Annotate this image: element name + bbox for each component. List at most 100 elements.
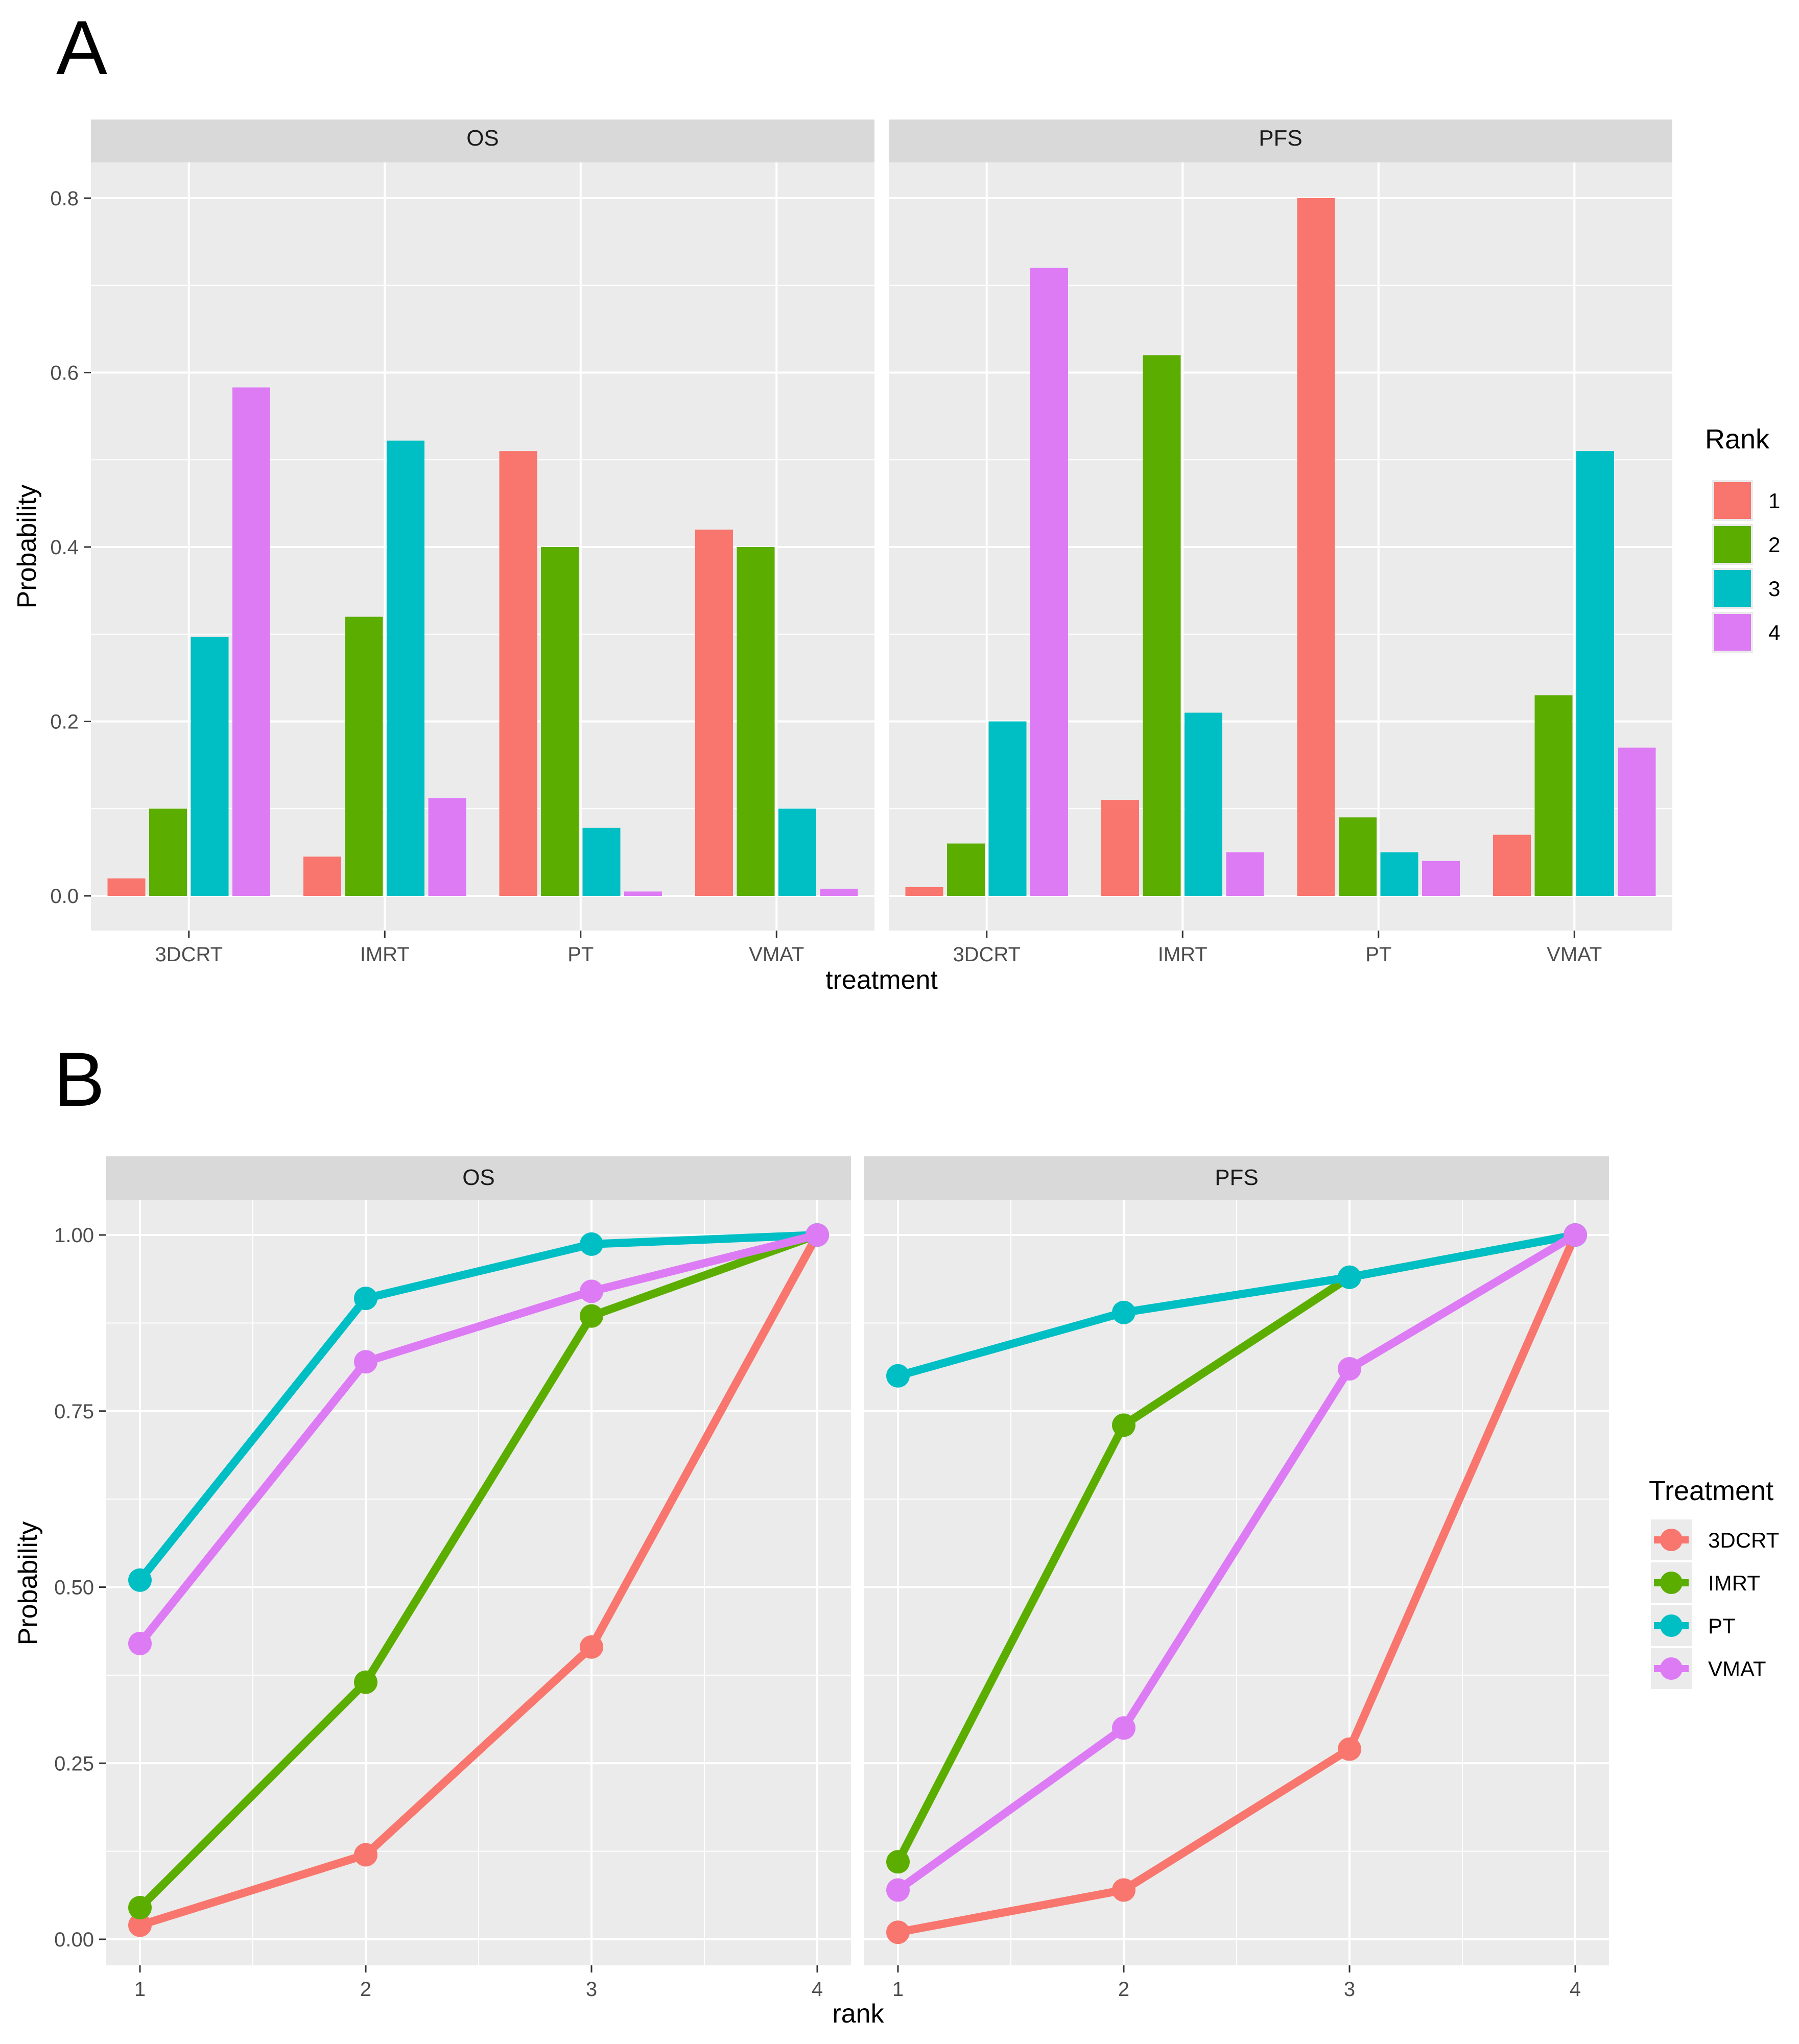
point-os-3dcrt-rank-2 bbox=[354, 1843, 377, 1867]
legend-label-rank-4: 4 bbox=[1768, 621, 1780, 645]
bar-pfs-3dcrt-rank-4 bbox=[1030, 268, 1068, 896]
point-os-3dcrt-rank-1 bbox=[128, 1913, 152, 1937]
legend-label-rank-2: 2 bbox=[1768, 533, 1780, 557]
x-axis-title-a: treatment bbox=[825, 965, 938, 995]
bar-os-vmat-rank-1 bbox=[695, 529, 733, 896]
legend-label-3dcrt: 3DCRT bbox=[1708, 1528, 1779, 1552]
bar-os-pt-rank-2 bbox=[541, 547, 579, 896]
chart-a-rank-probability-bars: OS 3DCRT IMRT PT VMAT 0.0 0.2 0.4 0.6 0.8 PFS 3DCRT… bbox=[12, 120, 1672, 995]
legend-swatch-rank-2 bbox=[1714, 526, 1751, 563]
y-axis-title-b: Probability bbox=[13, 1522, 43, 1646]
legend-swatch-rank-3 bbox=[1714, 570, 1751, 607]
panel-a-letter: A bbox=[56, 5, 107, 90]
point-os-3dcrt-rank-3 bbox=[580, 1635, 603, 1659]
bar-pfs-imrt-rank-3 bbox=[1185, 712, 1222, 896]
point-os-pt-rank-3 bbox=[580, 1232, 603, 1256]
y-tick-label: 0.6 bbox=[50, 362, 79, 385]
point-pfs-3dcrt-rank-1 bbox=[886, 1920, 910, 1944]
point-pfs-imrt-rank-2 bbox=[1112, 1413, 1135, 1437]
bar-pfs-imrt-rank-2 bbox=[1143, 355, 1181, 896]
bar-pfs-imrt-rank-1 bbox=[1101, 800, 1139, 896]
legend-label-rank-1: 1 bbox=[1768, 489, 1780, 513]
point-pfs-pt-rank-1 bbox=[886, 1364, 910, 1388]
bar-pfs-pt-rank-2 bbox=[1339, 817, 1377, 896]
bar-os-vmat-rank-3 bbox=[778, 809, 816, 896]
x-tick-label-imrt: IMRT bbox=[1158, 943, 1208, 966]
x-tick-label-rank-1: 1 bbox=[892, 1978, 904, 2001]
strip-label-b-os: OS bbox=[462, 1165, 495, 1190]
x-tick-label-imrt: IMRT bbox=[360, 943, 410, 966]
line-pfs-vmat bbox=[894, 1231, 1579, 1894]
facet-b-os: OS 1 2 3 4 0.00 0.25 0.50 0.75 1.00 bbox=[54, 1156, 851, 2001]
point-pfs-vmat-rank-3 bbox=[1338, 1357, 1361, 1381]
y-axis-title-a: Probability bbox=[12, 485, 42, 609]
point-os-vmat-rank-1 bbox=[128, 1631, 152, 1655]
x-tick-label-3dcrt: 3DCRT bbox=[953, 943, 1021, 966]
panel-b-letter: B bbox=[54, 1036, 105, 1122]
strip-background bbox=[889, 120, 1672, 162]
bar-os-3dcrt-rank-2 bbox=[149, 809, 187, 896]
bar-pfs-imrt-rank-4 bbox=[1226, 852, 1264, 896]
strip-label-pfs: PFS bbox=[1259, 126, 1303, 151]
bar-os-3dcrt-rank-3 bbox=[191, 636, 229, 896]
bar-pfs-pt-rank-3 bbox=[1380, 852, 1418, 896]
bar-pfs-vmat-rank-4 bbox=[1618, 747, 1656, 896]
bar-pfs-vmat-rank-3 bbox=[1576, 451, 1614, 896]
legend-title-treatment: Treatment bbox=[1649, 1476, 1773, 1506]
point-pfs-pt-rank-2 bbox=[1112, 1300, 1135, 1324]
x-tick-label-rank-1: 1 bbox=[134, 1978, 146, 2001]
legend-title-rank: Rank bbox=[1705, 424, 1770, 455]
bar-os-pt-rank-3 bbox=[582, 827, 621, 896]
bar-pfs-pt-rank-1 bbox=[1297, 198, 1335, 896]
x-tick-label-vmat: VMAT bbox=[749, 943, 804, 966]
legend-point-imrt bbox=[1660, 1572, 1683, 1594]
line-pfs-pt bbox=[894, 1231, 1579, 1380]
y-tick-label: 0.75 bbox=[54, 1400, 94, 1423]
chart-b-cumulative-rank-lines: OS 1 2 3 4 0.00 0.25 0.50 0.75 1.00 PFS 1 2 3 4 rank Pro… bbox=[13, 1156, 1609, 2029]
point-pfs-pt-rank-3 bbox=[1338, 1265, 1361, 1289]
bar-pfs-vmat-rank-2 bbox=[1534, 695, 1573, 896]
legend-point-pt bbox=[1660, 1614, 1683, 1637]
legend-label-vmat: VMAT bbox=[1708, 1657, 1766, 1681]
x-tick-label-3dcrt: 3DCRT bbox=[155, 943, 223, 966]
bar-os-pt-rank-4 bbox=[624, 891, 662, 896]
y-tick-label: 0.2 bbox=[50, 711, 79, 733]
bar-os-3dcrt-rank-1 bbox=[107, 878, 146, 896]
strip-background bbox=[864, 1156, 1609, 1200]
x-tick-label-pt: PT bbox=[1365, 943, 1391, 966]
legend-treatment: Treatment 3DCRT IMRT PT VMAT bbox=[1649, 1476, 1779, 1689]
legend-swatch-rank-4 bbox=[1714, 614, 1751, 651]
y-tick-label: 0.0 bbox=[50, 885, 79, 908]
legend-swatch-rank-1 bbox=[1714, 482, 1751, 519]
legend-label-rank-3: 3 bbox=[1768, 577, 1780, 601]
strip-background bbox=[91, 120, 874, 162]
legend-point-vmat bbox=[1660, 1657, 1683, 1680]
y-tick-label: 0.00 bbox=[54, 1929, 94, 1951]
line-os-pt bbox=[136, 1231, 821, 1584]
legend-rank: Rank 1 2 3 4 bbox=[1705, 424, 1780, 653]
bar-pfs-3dcrt-rank-2 bbox=[947, 843, 985, 896]
bar-pfs-3dcrt-rank-3 bbox=[988, 721, 1027, 896]
point-pfs-vmat-rank-4 bbox=[1564, 1223, 1587, 1247]
point-os-imrt-rank-1 bbox=[128, 1895, 152, 1919]
point-pfs-imrt-rank-1 bbox=[886, 1850, 910, 1874]
bar-pfs-pt-rank-4 bbox=[1422, 861, 1460, 896]
point-pfs-3dcrt-rank-3 bbox=[1338, 1737, 1361, 1761]
line-os-3dcrt bbox=[136, 1231, 821, 1930]
x-tick-label-rank-4: 4 bbox=[1570, 1978, 1581, 2001]
x-axis-title-b: rank bbox=[832, 1999, 884, 2029]
y-tick-label: 0.50 bbox=[54, 1577, 94, 1599]
x-tick-label-pt: PT bbox=[567, 943, 594, 966]
point-os-vmat-rank-2 bbox=[354, 1350, 377, 1374]
y-tick-label: 0.8 bbox=[50, 187, 79, 210]
point-os-pt-rank-2 bbox=[354, 1287, 377, 1311]
point-os-vmat-rank-4 bbox=[806, 1223, 829, 1247]
point-os-vmat-rank-3 bbox=[580, 1279, 603, 1303]
line-os-imrt bbox=[136, 1231, 821, 1912]
line-pfs-3dcrt bbox=[894, 1231, 1579, 1937]
facet-b-pfs: PFS 1 2 3 4 bbox=[864, 1156, 1609, 2001]
x-tick-label-rank-4: 4 bbox=[812, 1978, 823, 2001]
point-pfs-3dcrt-rank-2 bbox=[1112, 1878, 1135, 1902]
bar-os-pt-rank-1 bbox=[499, 451, 537, 896]
